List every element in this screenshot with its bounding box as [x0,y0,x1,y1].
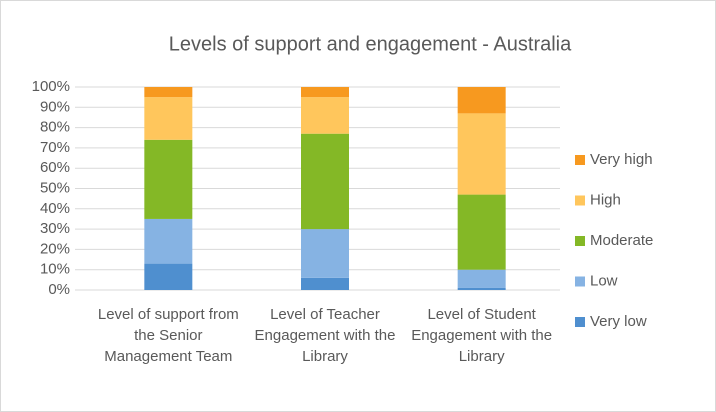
y-tick-label: 60% [40,159,70,176]
bar-segment [457,287,506,290]
bar-segment [301,229,349,278]
bar-segment [457,269,506,288]
legend-swatch [575,155,585,165]
x-tick-label: Level of support from the Senior Managem… [97,306,239,365]
legend-swatch [575,195,585,206]
y-tick-label: 50% [40,179,70,196]
bar-segment [301,133,349,230]
y-tick-label: 30% [40,220,70,237]
legend-swatch [575,276,585,287]
bar-segment [301,97,349,134]
y-tick-label: 70% [40,139,70,156]
bar-segment [457,194,506,270]
legend-swatch [575,236,585,246]
y-tick-label: 0% [48,281,70,298]
y-tick-label: 80% [40,119,70,136]
x-tick-label: Level of Student Engagement with the Lib… [411,306,553,365]
bar-segment [144,139,193,219]
legend-label: Very high [590,151,653,168]
bar-segment [457,113,506,195]
bar-segment [301,87,349,98]
y-tick-label: 100% [32,78,70,95]
bar-segment [457,87,506,114]
y-tick-label: 20% [40,240,70,257]
legend-swatch [575,317,585,327]
legend-label: Moderate [590,232,653,249]
legend-label: Low [590,272,618,289]
bar-segment [144,87,193,98]
bar-segment [301,277,349,290]
y-tick-label: 10% [40,261,70,278]
legend-label: High [590,191,621,208]
y-tick-label: 90% [40,98,70,115]
x-tick-label: Level of Teacher Engagement with the Lib… [254,306,396,365]
chart-title: Levels of support and engagement - Austr… [169,33,572,55]
bar-segment [144,263,193,290]
legend-label: Very low [590,313,647,330]
bar-segment [144,97,193,140]
bar-segment [144,218,193,264]
y-tick-label: 40% [40,200,70,217]
